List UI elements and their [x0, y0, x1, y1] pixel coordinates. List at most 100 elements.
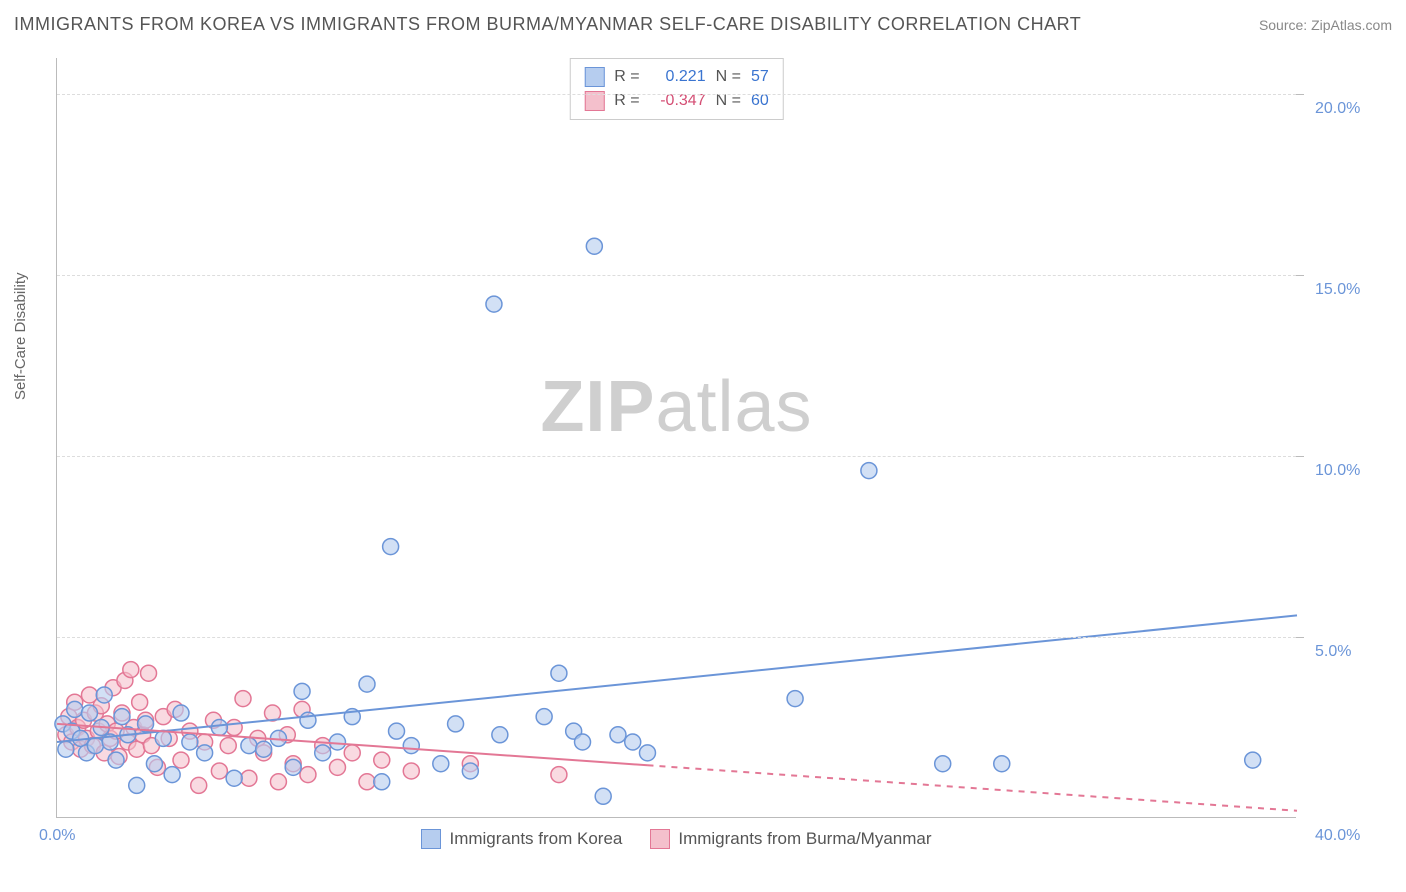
r-label: R = [614, 65, 639, 89]
scatter-point [67, 701, 83, 717]
scatter-point [374, 774, 390, 790]
scatter-point [141, 665, 157, 681]
scatter-point [164, 767, 180, 783]
scatter-point [610, 727, 626, 743]
scatter-point [935, 756, 951, 772]
scatter-point [787, 691, 803, 707]
scatter-point [108, 752, 124, 768]
scatter-point [861, 463, 877, 479]
scatter-point [595, 788, 611, 804]
scatter-point [129, 741, 145, 757]
scatter-point [123, 662, 139, 678]
y-axis-label: Self-Care Disability [12, 272, 29, 400]
scatter-point [994, 756, 1010, 772]
scatter-point [256, 741, 272, 757]
x-tick-label: 0.0% [39, 827, 75, 845]
scatter-point [129, 777, 145, 793]
y-tick-mark [1296, 456, 1304, 457]
scatter-point [433, 756, 449, 772]
n-value: 60 [751, 89, 769, 113]
scatter-point [329, 759, 345, 775]
scatter-point [389, 723, 405, 739]
scatter-point [383, 539, 399, 555]
scatter-point [81, 705, 97, 721]
scatter-point [182, 734, 198, 750]
scatter-point [551, 665, 567, 681]
scatter-point [211, 763, 227, 779]
scatter-point [173, 705, 189, 721]
scatter-point [403, 738, 419, 754]
scatter-point [359, 676, 375, 692]
legend-label: Immigrants from Korea [449, 829, 622, 849]
scatter-point [226, 720, 242, 736]
scatter-point [241, 770, 257, 786]
scatter-point [639, 745, 655, 761]
y-tick-label: 10.0% [1315, 462, 1360, 480]
gridline [57, 456, 1296, 457]
legend-item: Immigrants from Burma/Myanmar [650, 829, 931, 849]
y-tick-mark [1296, 637, 1304, 638]
n-label: N = [716, 89, 741, 113]
y-tick-label: 5.0% [1315, 643, 1351, 661]
scatter-point [146, 756, 162, 772]
scatter-point [58, 741, 74, 757]
scatter-point [241, 738, 257, 754]
scatter-point [551, 767, 567, 783]
legend-item: Immigrants from Korea [421, 829, 622, 849]
n-value: 57 [751, 65, 769, 89]
legend-swatch [650, 829, 670, 849]
scatter-point [359, 774, 375, 790]
r-value: -0.347 [650, 89, 706, 113]
scatter-point [462, 763, 478, 779]
y-tick-mark [1296, 275, 1304, 276]
legend-label: Immigrants from Burma/Myanmar [678, 829, 931, 849]
scatter-point [374, 752, 390, 768]
bottom-legend: Immigrants from Korea Immigrants from Bur… [57, 829, 1296, 849]
scatter-point [329, 734, 345, 750]
scatter-point [294, 683, 310, 699]
legend-swatch [584, 67, 604, 87]
title-bar: IMMIGRANTS FROM KOREA VS IMMIGRANTS FROM… [14, 14, 1392, 35]
stats-box: R = 0.221 N = 57 R = -0.347 N = 60 [569, 58, 783, 120]
scatter-point [300, 767, 316, 783]
legend-swatch [421, 829, 441, 849]
scatter-point [625, 734, 641, 750]
gridline [57, 275, 1296, 276]
x-tick-label: 40.0% [1315, 827, 1360, 845]
scatter-point [1245, 752, 1261, 768]
r-label: R = [614, 89, 639, 113]
scatter-point [226, 770, 242, 786]
scatter-point [315, 745, 331, 761]
scatter-point [191, 777, 207, 793]
scatter-point [114, 709, 130, 725]
plot-area: ZIPatlas R =0.221N =57R =-0.347N =60 Imm… [56, 58, 1296, 818]
n-label: N = [716, 65, 741, 89]
scatter-point [173, 752, 189, 768]
scatter-point [96, 687, 112, 703]
scatter-point [132, 694, 148, 710]
scatter-point [285, 759, 301, 775]
y-tick-label: 20.0% [1315, 100, 1360, 118]
y-tick-mark [1296, 94, 1304, 95]
scatter-point [270, 774, 286, 790]
scatter-point [344, 745, 360, 761]
scatter-point [211, 720, 227, 736]
chart-title: IMMIGRANTS FROM KOREA VS IMMIGRANTS FROM… [14, 14, 1081, 35]
scatter-point [197, 745, 213, 761]
trend-line [57, 615, 1297, 742]
chart-svg [57, 58, 1296, 817]
scatter-point [235, 691, 251, 707]
scatter-point [575, 734, 591, 750]
trend-line-extrapolated [647, 765, 1297, 810]
y-tick-label: 15.0% [1315, 281, 1360, 299]
scatter-point [492, 727, 508, 743]
scatter-point [300, 712, 316, 728]
scatter-point [536, 709, 552, 725]
scatter-point [586, 238, 602, 254]
scatter-point [486, 296, 502, 312]
scatter-point [155, 730, 171, 746]
source-label: Source: ZipAtlas.com [1259, 17, 1392, 33]
scatter-point [220, 738, 236, 754]
r-value: 0.221 [650, 65, 706, 89]
scatter-point [448, 716, 464, 732]
